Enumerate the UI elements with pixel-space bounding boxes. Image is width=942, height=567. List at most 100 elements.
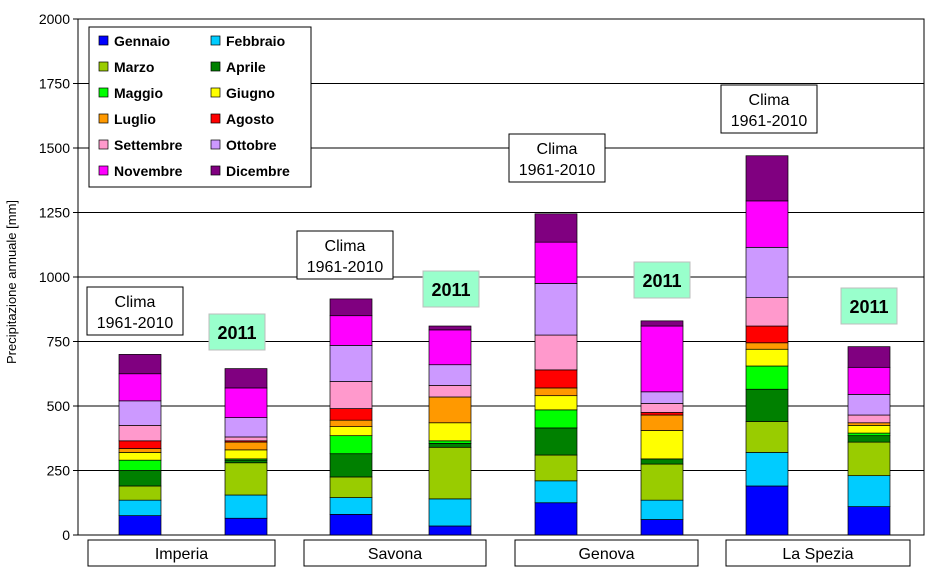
- bar-segment-gennaio: [745, 485, 789, 536]
- legend-swatch-luglio: [98, 113, 109, 124]
- bar-segment-maggio: [428, 440, 472, 444]
- bar-segment-luglio: [329, 419, 373, 427]
- bar-segment-giugno: [640, 430, 684, 460]
- legend-swatch-aprile: [210, 61, 221, 72]
- bar-segment-giugno: [745, 348, 789, 367]
- bar-segment-novembre: [847, 366, 891, 395]
- y-tick-label: 750: [47, 334, 71, 350]
- y-axis-label: Precipitazione annuale [mm]: [4, 200, 19, 364]
- bar-segment-maggio: [118, 459, 162, 471]
- legend-label-maggio: Maggio: [114, 85, 163, 101]
- year-annotation-box: [840, 287, 898, 325]
- clima-annotation-box: [86, 286, 184, 336]
- legend-label-gennaio: Gennaio: [114, 33, 170, 49]
- bar-segment-settembre: [224, 436, 268, 442]
- bar-segment-luglio: [224, 441, 268, 451]
- legend-label-settembre: Settembre: [114, 137, 183, 153]
- bar-segment-aprile: [118, 470, 162, 487]
- legend-swatch-novembre: [98, 165, 109, 176]
- y-tick-label: 1000: [39, 269, 70, 285]
- bar-segment-novembre: [640, 325, 684, 393]
- bar-segment-ottobre: [640, 391, 684, 404]
- bar-segment-dicembre: [224, 368, 268, 389]
- legend: Gennaio Febbraio Marzo Aprile Maggio Giugno Lu…: [88, 26, 312, 188]
- bar-segment-settembre: [534, 334, 578, 371]
- clima-annotation-line2: 1961-2010: [307, 259, 384, 276]
- year-annotation-box: [633, 261, 691, 299]
- legend-swatch-giugno: [210, 87, 221, 98]
- x-axis-categories: Imperia Savona Genova La Spezia: [87, 539, 911, 567]
- clima-annotation-box: [720, 84, 818, 134]
- y-axis: 0 250 500 750 1000 1250 1500 1750 2000: [39, 11, 78, 543]
- clima-annotation-box: [508, 133, 606, 183]
- legend-label-marzo: Marzo: [114, 59, 154, 75]
- bar-segment-luglio: [428, 396, 472, 424]
- bar-segment-ottobre: [329, 345, 373, 382]
- bar-segment-febbraio: [118, 499, 162, 517]
- y-tick-label: 500: [47, 398, 71, 414]
- clima-annotation-box: [296, 230, 394, 280]
- bar-segment-maggio: [847, 432, 891, 437]
- bar-segment-ottobre: [847, 394, 891, 416]
- category-box: [514, 539, 699, 567]
- y-tick-label: 1250: [39, 205, 70, 221]
- y-tick-label: 1500: [39, 140, 70, 156]
- bar-segment-luglio: [847, 422, 891, 426]
- y-tick-label: 250: [47, 463, 71, 479]
- bar-annotations: Clima 1961-2010 2011 Clima 1961-2010 2011 Clim…: [86, 84, 898, 351]
- bar-segment-dicembre: [534, 213, 578, 243]
- bar-segment-gennaio: [428, 525, 472, 536]
- bar-segment-maggio: [534, 409, 578, 429]
- bar-segment-agosto: [745, 325, 789, 344]
- bar-segment-novembre: [534, 241, 578, 284]
- bar-segment-aprile: [745, 388, 789, 422]
- bar-segment-febbraio: [224, 494, 268, 519]
- legend-label-luglio: Luglio: [114, 111, 156, 127]
- bar-segment-aprile: [534, 427, 578, 456]
- legend-label-aprile: Aprile: [226, 59, 266, 75]
- bar-segment-settembre: [847, 414, 891, 424]
- bar-segment-gennaio: [534, 502, 578, 536]
- bar-segment-ottobre: [428, 364, 472, 386]
- bar-segment-dicembre: [428, 325, 472, 331]
- bar-segment-settembre: [745, 297, 789, 327]
- clima-annotation-line1: Clima: [115, 294, 156, 311]
- bar-segment-novembre: [329, 315, 373, 346]
- bar-segment-ottobre: [118, 400, 162, 426]
- bar-segment-febbraio: [745, 452, 789, 487]
- bar-segment-settembre: [329, 381, 373, 409]
- bar-segment-dicembre: [640, 320, 684, 327]
- bar-segment-febbraio: [847, 475, 891, 507]
- legend-label-agosto: Agosto: [226, 111, 274, 127]
- bar-segment-marzo: [118, 485, 162, 501]
- bar-segment-novembre: [428, 329, 472, 366]
- bar-segment-agosto: [534, 369, 578, 389]
- bar-segment-dicembre: [118, 354, 162, 375]
- year-annotation-label: 2011: [431, 280, 470, 300]
- bar-segment-febbraio: [329, 497, 373, 515]
- bar-segment-maggio: [745, 365, 789, 390]
- bar-segment-gennaio: [224, 517, 268, 536]
- bar-segment-novembre: [745, 200, 789, 248]
- category-box: [725, 539, 911, 567]
- bar-segment-agosto: [640, 412, 684, 416]
- year-annotation-label: 2011: [849, 297, 888, 317]
- bar-segment-gennaio: [118, 515, 162, 536]
- bar-segment-marzo: [329, 476, 373, 498]
- bar-segment-febbraio: [640, 499, 684, 520]
- year-annotation-label: 2011: [642, 271, 681, 291]
- legend-swatch-settembre: [98, 139, 109, 150]
- bar-segment-dicembre: [745, 155, 789, 202]
- bar-segment-luglio: [118, 448, 162, 453]
- bar-segment-agosto: [118, 440, 162, 449]
- bar-segment-febbraio: [534, 480, 578, 504]
- bar-segment-luglio: [640, 414, 684, 431]
- bar-segment-giugno: [329, 426, 373, 437]
- bar-segment-luglio: [534, 387, 578, 397]
- bar-segment-settembre: [428, 385, 472, 398]
- bar-segment-aprile: [329, 453, 373, 478]
- clima-annotation-line2: 1961-2010: [731, 113, 808, 130]
- bar-segment-marzo: [224, 462, 268, 496]
- bar-segment-agosto: [329, 408, 373, 421]
